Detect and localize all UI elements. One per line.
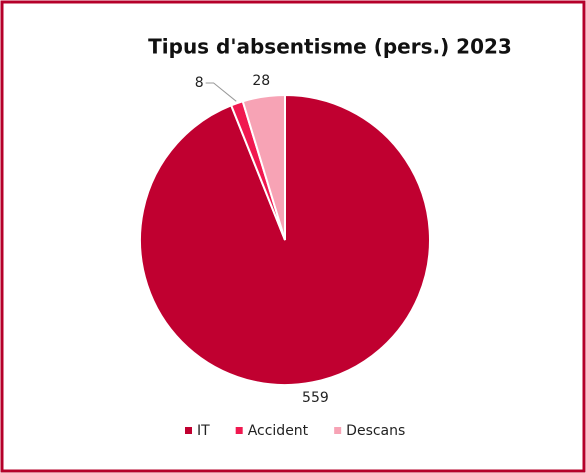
pie-slice [241,93,286,241]
chart-title: Tipus d'absentisme (pers.) 2023 [148,35,512,59]
legend-swatch [185,427,192,434]
data-label: 28 [252,73,270,89]
data-label: 8 [195,75,204,91]
legend-swatch [334,427,342,434]
legend-label: IT [197,423,210,439]
legend-label: Descans [346,423,405,439]
legend-swatch [235,427,243,434]
legend-label: Accident [248,423,309,439]
data-label: 559 [302,390,329,406]
leader-line [205,82,237,102]
